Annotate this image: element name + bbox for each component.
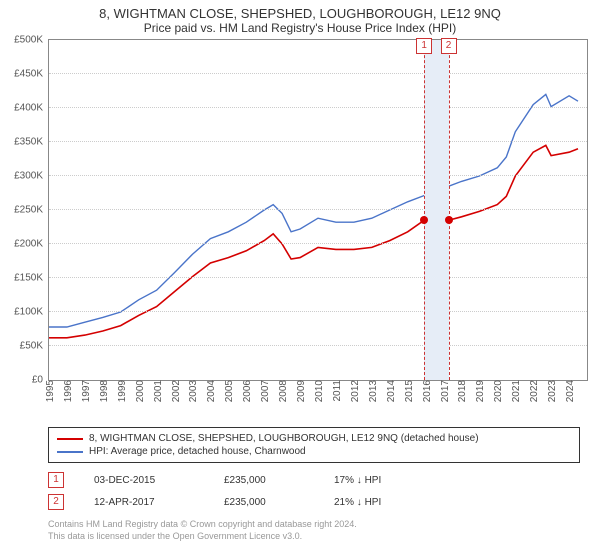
x-axis-tick: 2024 <box>565 380 576 402</box>
x-axis-tick: 2000 <box>135 380 146 402</box>
x-axis-tick: 2018 <box>457 380 468 402</box>
legend-label: 8, WIGHTMAN CLOSE, SHEPSHED, LOUGHBOROUG… <box>89 433 479 444</box>
sale-hpi-diff: 17% ↓ HPI <box>334 475 424 486</box>
x-axis-tick: 2009 <box>296 380 307 402</box>
callout-dash <box>449 40 450 380</box>
x-axis-tick: 2023 <box>547 380 558 402</box>
x-axis-tick: 2003 <box>188 380 199 402</box>
y-axis-tick: £250K <box>14 205 43 216</box>
x-axis-tick: 2020 <box>493 380 504 402</box>
x-axis-tick: 2010 <box>314 380 325 402</box>
x-axis-tick: 2021 <box>511 380 522 402</box>
legend-swatch <box>57 438 83 440</box>
y-axis-tick: £100K <box>14 307 43 318</box>
x-axis-tick: 2002 <box>171 380 182 402</box>
legend-label: HPI: Average price, detached house, Char… <box>89 446 306 457</box>
y-axis-tick: £300K <box>14 171 43 182</box>
sale-price: £235,000 <box>224 497 304 508</box>
x-axis-tick: 1999 <box>117 380 128 402</box>
attribution-line: This data is licensed under the Open Gov… <box>48 531 580 543</box>
sale-row: 2 12-APR-2017 £235,000 21% ↓ HPI <box>48 491 580 513</box>
x-axis-tick: 2012 <box>350 380 361 402</box>
x-axis-tick: 2022 <box>529 380 540 402</box>
x-axis-tick: 2007 <box>260 380 271 402</box>
highlight-band <box>424 40 448 380</box>
x-axis-tick: 1996 <box>63 380 74 402</box>
y-axis-tick: £350K <box>14 137 43 148</box>
x-axis-tick: 2013 <box>368 380 379 402</box>
chart-lines-svg <box>49 40 587 380</box>
sale-row: 1 03-DEC-2015 £235,000 17% ↓ HPI <box>48 469 580 491</box>
x-axis-tick: 2006 <box>242 380 253 402</box>
callout-marker: 2 <box>441 38 457 54</box>
chart-subtitle: Price paid vs. HM Land Registry's House … <box>0 21 600 39</box>
chart-title: 8, WIGHTMAN CLOSE, SHEPSHED, LOUGHBOROUG… <box>0 0 600 21</box>
y-axis-tick: £50K <box>20 341 43 352</box>
legend-swatch <box>57 451 83 453</box>
x-axis-tick: 2005 <box>224 380 235 402</box>
x-axis-tick: 2004 <box>206 380 217 402</box>
sale-marker: 1 <box>48 472 64 488</box>
sale-point-marker <box>420 216 428 224</box>
sale-date: 03-DEC-2015 <box>94 475 194 486</box>
y-axis-tick: £0 <box>32 375 43 386</box>
x-axis-tick: 2017 <box>440 380 451 402</box>
legend-item: 8, WIGHTMAN CLOSE, SHEPSHED, LOUGHBOROUG… <box>57 432 571 445</box>
y-axis-tick: £500K <box>14 35 43 46</box>
callout-marker: 1 <box>416 38 432 54</box>
attribution-line: Contains HM Land Registry data © Crown c… <box>48 519 580 531</box>
x-axis-tick: 2001 <box>153 380 164 402</box>
x-axis-tick: 2008 <box>278 380 289 402</box>
legend: 8, WIGHTMAN CLOSE, SHEPSHED, LOUGHBOROUG… <box>48 427 580 463</box>
x-axis-tick: 2014 <box>386 380 397 402</box>
x-axis-tick: 2016 <box>422 380 433 402</box>
series-line <box>49 94 578 327</box>
callout-dash <box>424 40 425 380</box>
sales-table: 1 03-DEC-2015 £235,000 17% ↓ HPI 2 12-AP… <box>48 469 580 513</box>
x-axis-tick: 2011 <box>332 380 343 402</box>
chart-plot-area: £0£50K£100K£150K£200K£250K£300K£350K£400… <box>48 39 588 381</box>
attribution: Contains HM Land Registry data © Crown c… <box>48 519 580 542</box>
x-axis-tick: 2015 <box>404 380 415 402</box>
sale-price: £235,000 <box>224 475 304 486</box>
sale-hpi-diff: 21% ↓ HPI <box>334 497 424 508</box>
sale-marker: 2 <box>48 494 64 510</box>
x-axis-tick: 1997 <box>81 380 92 402</box>
sale-point-marker <box>445 216 453 224</box>
x-axis-tick: 2019 <box>475 380 486 402</box>
y-axis-tick: £450K <box>14 69 43 80</box>
x-axis-tick: 1998 <box>99 380 110 402</box>
sale-date: 12-APR-2017 <box>94 497 194 508</box>
x-axis-tick: 1995 <box>45 380 56 402</box>
y-axis-tick: £200K <box>14 239 43 250</box>
y-axis-tick: £400K <box>14 103 43 114</box>
legend-item: HPI: Average price, detached house, Char… <box>57 445 571 458</box>
y-axis-tick: £150K <box>14 273 43 284</box>
